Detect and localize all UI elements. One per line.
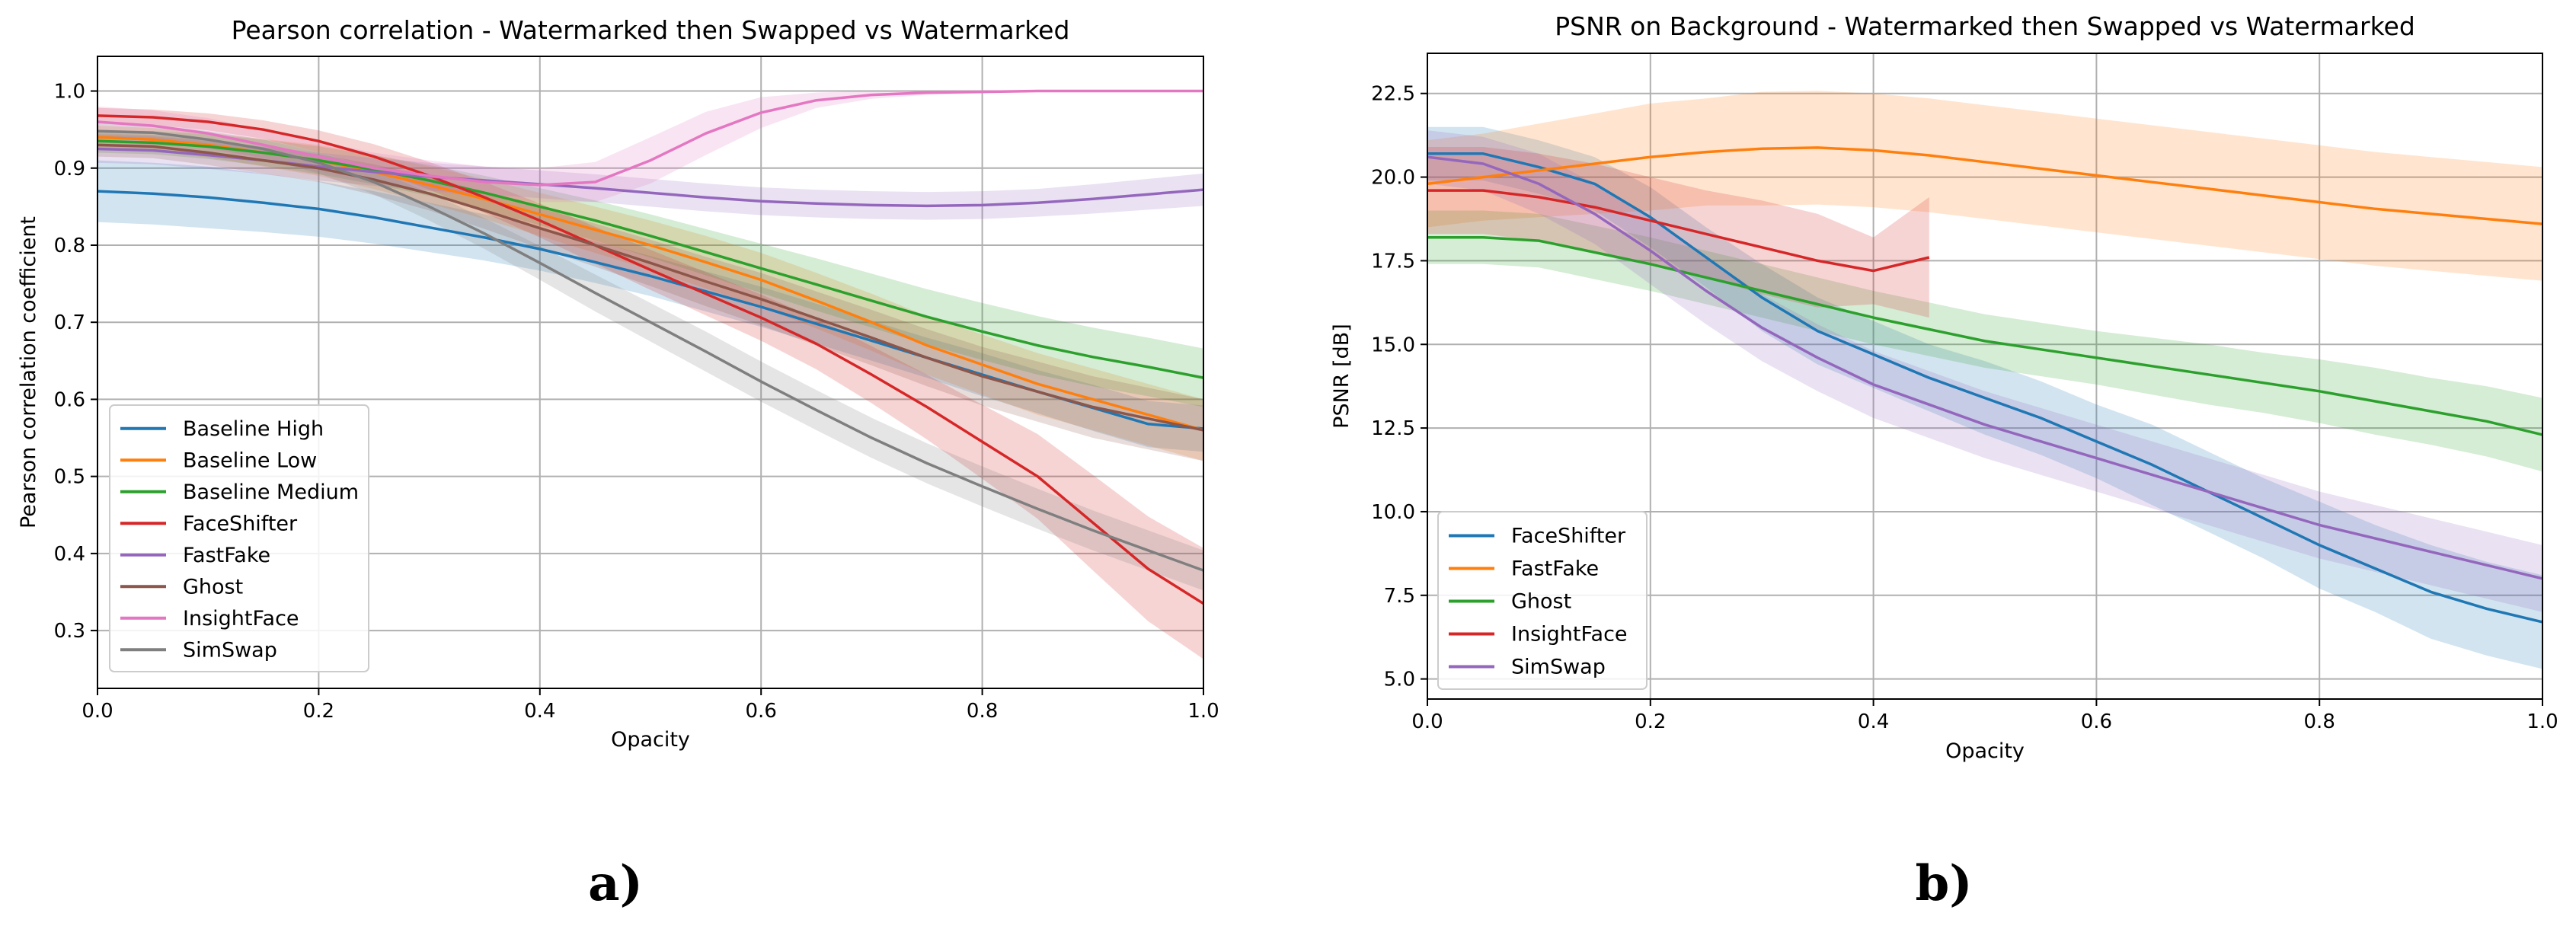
confidence-bands [97,90,1203,659]
x-tick-label: 0.6 [2081,710,2112,733]
y-tick-label: 0.8 [54,235,85,257]
y-tick-label: 15.0 [1371,334,1415,356]
y-tick-label: 0.5 [54,466,85,489]
x-tick-label: 0.8 [2304,710,2335,733]
series-band-fastfake [97,135,1203,220]
legend-label: Baseline Medium [183,480,359,504]
y-tick-label: 17.5 [1371,250,1415,273]
legend-label: SimSwap [183,638,277,662]
y-tick-label: 0.3 [54,620,85,643]
series-band-ghost [97,133,1203,461]
series-line-insightface [97,89,1203,187]
y-tick-label: 5.0 [1384,669,1415,691]
y-tick-label: 0.9 [54,158,85,180]
y-tick-label: 10.0 [1371,501,1415,524]
y-tick-label: 1.0 [54,81,85,104]
series-line-simswap [97,129,1204,572]
series-band-simswap [1427,130,2542,612]
series-line-insightface [1427,189,1930,273]
x-tick-label: 0.4 [524,700,555,723]
series-lines [97,89,1204,605]
legend-label: FastFake [1511,557,1599,581]
series-line-ghost [1427,235,2543,436]
x-axis-ticks: 0.0 0.2 0.4 0.6 0.8 1.0 [81,688,1219,723]
series-line-simswap [1427,155,2543,580]
legend-box [1437,511,1648,690]
x-axis-label: Opacity [611,728,690,752]
y-tick-label: 20.0 [1371,167,1415,190]
legend: FaceShifter FastFake Ghost InsightFace SimSw… [1437,511,1648,690]
y-axis-label: PSNR [dB] [1330,324,1354,429]
x-tick-label: 0.4 [1858,710,1889,733]
y-axis-ticks: 5.0 7.5 10.0 12.5 15.0 17.5 20.0 22.5 [1371,83,1427,691]
legend-label: Baseline High [183,417,324,441]
legend-label: FaceShifter [183,512,298,535]
plot-frame [97,56,1204,689]
series-band-baseline-high [97,160,1203,452]
legend-label: FaceShifter [1511,525,1626,548]
series-band-insightface [1427,147,1929,318]
x-axis-ticks: 0.0 0.2 0.4 0.6 0.8 1.0 [1411,699,2558,733]
legend-label: FastFake [183,544,270,567]
chart-title: PSNR on Background - Watermarked then Sw… [1555,11,2415,41]
series-line-faceshifter [1427,152,2543,624]
x-axis-label: Opacity [1945,739,2025,763]
y-tick-label: 0.6 [54,388,85,411]
y-axis-label: Pearson correlation coefficient [17,216,40,528]
panel-label: b) [1915,855,1972,912]
plot-frame [1427,53,2543,700]
x-tick-label: 0.6 [746,700,777,723]
legend-label: Baseline Low [183,449,317,472]
series-band-simswap [97,123,1203,591]
x-tick-label: 0.0 [81,700,113,723]
chart-panel-psnr: PSNR on Background - Watermarked then Sw… [1330,11,2558,912]
y-tick-label: 0.4 [54,543,85,566]
legend-label: InsightFace [1511,623,1628,646]
x-tick-label: 0.2 [303,700,334,723]
x-tick-label: 0.0 [1411,710,1443,733]
y-axis-ticks: 0.3 0.4 0.5 0.6 0.7 0.8 0.9 1.0 [54,81,97,643]
x-tick-label: 0.8 [967,700,998,723]
series-band-baseline-medium [97,129,1203,407]
legend-box [109,404,369,672]
y-tick-label: 0.7 [54,311,85,334]
series-line-baseline-medium [97,139,1204,379]
y-tick-label: 7.5 [1384,585,1415,608]
series-band-fastfake [1427,91,2542,281]
legend: Baseline High Baseline Low Baseline Medium… [109,404,369,672]
legend-label: Ghost [183,575,243,599]
series-line-faceshifter [97,114,1204,605]
x-tick-label: 0.2 [1635,710,1666,733]
x-tick-label: 1.0 [2526,710,2558,733]
series-band-insightface [97,90,1203,203]
series-line-ghost [97,143,1204,432]
legend-label: SimSwap [1511,656,1606,679]
legend-label: InsightFace [183,607,299,631]
chart-title: Pearson correlation - Watermarked then S… [232,15,1070,45]
legend-label: Ghost [1511,590,1571,614]
y-tick-label: 12.5 [1371,417,1415,440]
x-tick-label: 1.0 [1187,700,1219,723]
series-lines [1427,146,2543,624]
series-line-fastfake [1427,146,2543,225]
y-tick-label: 22.5 [1371,83,1415,106]
panel-label: a) [588,855,643,912]
chart-panel-pearson: Pearson correlation - Watermarked then S… [17,15,1219,912]
series-band-baseline-low [97,126,1203,461]
